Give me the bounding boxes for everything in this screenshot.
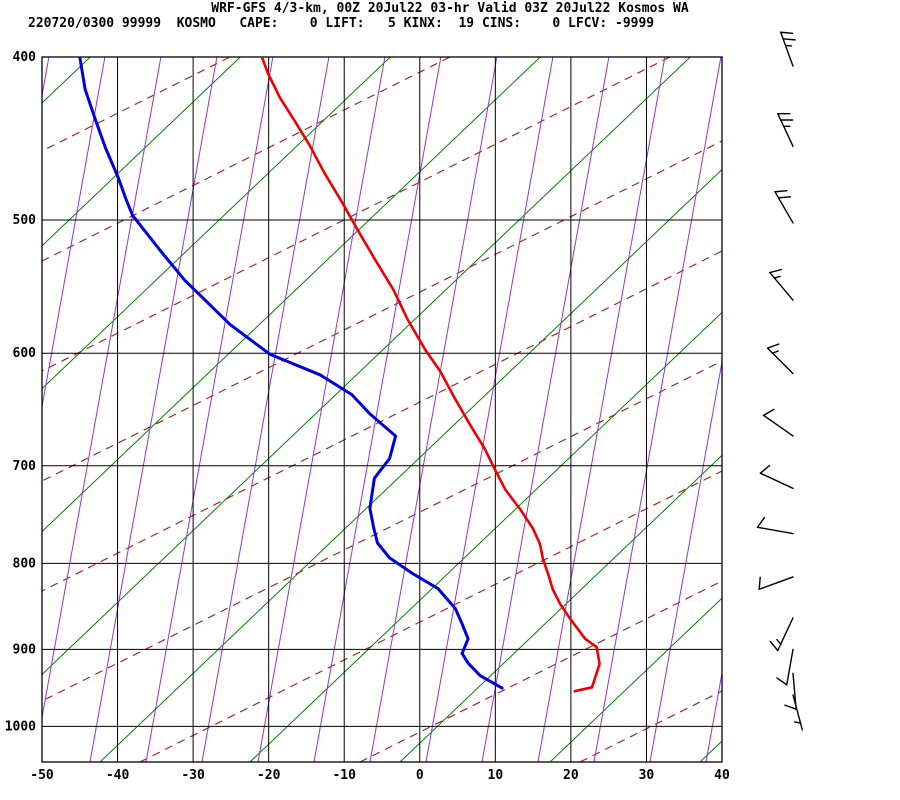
temperature-tick-label: 10 — [488, 768, 504, 783]
temperature-tick-label: -20 — [257, 768, 281, 783]
wind-barb — [758, 576, 794, 590]
wind-barb — [784, 672, 797, 710]
mixing-ratio-lines — [42, 57, 722, 762]
temperature-tick-label: -40 — [106, 768, 130, 783]
axis-labels: 400 500 600 700 800 900 1000 -50 -40 -30 -20 -10 0 10… — [5, 50, 730, 783]
pressure-tick-label: 1000 — [5, 719, 36, 734]
temperature-tick-label: 40 — [714, 768, 730, 783]
dewpoint-trace — [78, 57, 504, 690]
temperature-tick-label: -30 — [181, 768, 205, 783]
pressure-tick-label: 600 — [13, 346, 37, 361]
plot-border — [41, 56, 723, 763]
temperature-tick-label: 20 — [563, 768, 579, 783]
pressure-tick-label: 800 — [13, 556, 37, 571]
wind-barb — [774, 190, 794, 224]
pressure-tick-label: 700 — [13, 459, 37, 474]
moist-adiabat-lines — [42, 57, 722, 762]
dry-adiabat-lines — [42, 57, 722, 762]
stability-parameters: 220720/0300 99999 KOSMO CAPE: 0 LIFT: 5 … — [28, 16, 655, 31]
wind-barb — [777, 112, 794, 147]
wind-barb — [769, 268, 794, 301]
wind-barb — [759, 464, 794, 490]
wind-barb — [779, 31, 796, 67]
wind-barb — [769, 617, 794, 652]
temperature-tick-label: 30 — [639, 768, 655, 783]
temperature-tick-label: -10 — [332, 768, 356, 783]
wind-barb — [766, 343, 794, 375]
chart-title: WRF-GFS 4/3-km, 00Z 20Jul22 03-hr Valid … — [211, 1, 689, 16]
pressure-tick-label: 500 — [13, 213, 37, 228]
wind-barb — [756, 516, 794, 535]
temperature-trace — [260, 57, 601, 693]
temperature-tick-label: -50 — [30, 768, 54, 783]
pressure-tick-label: 400 — [13, 50, 37, 65]
wind-barb-column — [756, 31, 804, 731]
grid-lines — [41, 56, 723, 763]
wind-barb — [762, 408, 794, 437]
wind-barb — [776, 648, 794, 686]
temperature-tick-label: 0 — [416, 768, 424, 783]
pressure-tick-label: 900 — [13, 642, 37, 657]
wind-barb — [792, 694, 804, 731]
